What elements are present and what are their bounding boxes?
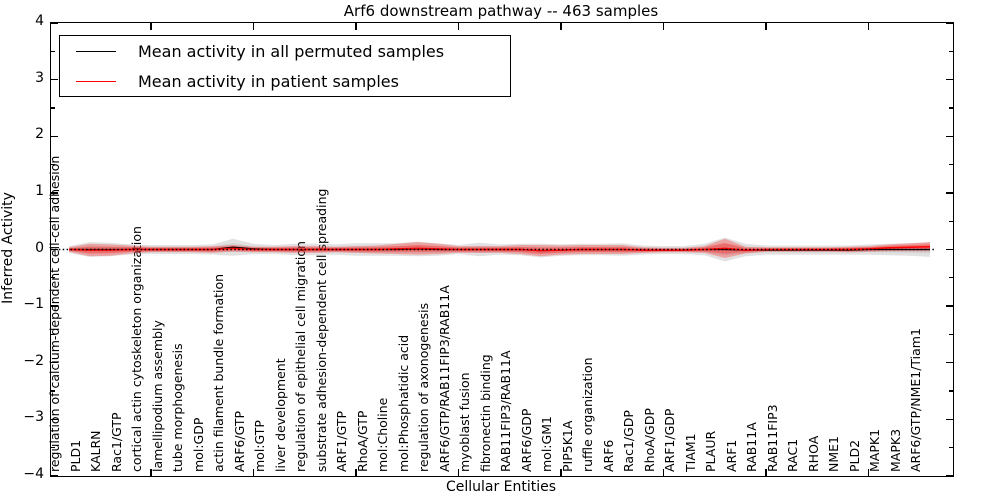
tick-mark xyxy=(949,164,953,166)
tick-mark xyxy=(51,192,58,194)
y-tick-label: −1 xyxy=(23,296,44,313)
tick-mark xyxy=(946,79,953,81)
chart-title: Arf6 downstream pathway -- 463 samples xyxy=(343,2,659,20)
tick-mark xyxy=(765,23,767,30)
tick-mark xyxy=(946,305,953,307)
tick-mark xyxy=(946,135,953,137)
legend-row-permuted: Mean activity in all permuted samples xyxy=(60,37,510,66)
x-axis-label: Cellular Entities xyxy=(445,479,557,495)
y-tick-label: 4 xyxy=(35,13,44,30)
tick-mark xyxy=(51,79,58,81)
tick-mark xyxy=(662,469,665,476)
tick-mark xyxy=(560,23,562,30)
tick-mark xyxy=(51,333,55,335)
tick-mark xyxy=(949,107,953,109)
tick-mark xyxy=(867,469,870,476)
activity-band-plot xyxy=(51,237,935,262)
tick-mark xyxy=(949,447,953,449)
legend: Mean activity in all permuted samples Me… xyxy=(59,35,511,97)
tick-mark xyxy=(51,164,55,166)
tick-mark xyxy=(946,418,953,420)
tick-mark xyxy=(949,277,953,279)
tick-mark xyxy=(150,469,152,476)
tick-mark xyxy=(51,305,58,307)
permuted-line-swatch xyxy=(76,51,116,52)
tick-mark xyxy=(662,23,665,30)
plot-area: regulation of calcium-dependent cell-cel… xyxy=(47,22,954,477)
tick-mark xyxy=(949,333,953,335)
tick-mark xyxy=(949,50,953,52)
tick-mark xyxy=(51,248,58,251)
tick-mark xyxy=(355,469,357,476)
tick-mark xyxy=(51,447,55,449)
tick-mark xyxy=(51,107,55,109)
tick-mark xyxy=(51,135,58,137)
legend-label-permuted: Mean activity in all permuted samples xyxy=(138,42,445,61)
tick-mark xyxy=(51,22,58,24)
tick-mark xyxy=(949,220,953,222)
tick-mark xyxy=(51,50,55,52)
legend-row-patient: Mean activity in patient samples xyxy=(60,67,510,96)
tick-mark xyxy=(51,418,58,420)
tick-mark xyxy=(765,469,767,476)
y-tick-label: −2 xyxy=(23,352,44,369)
patient-band-inner xyxy=(69,243,930,254)
tick-mark xyxy=(946,248,953,251)
tick-mark xyxy=(867,23,870,30)
legend-label-patient: Mean activity in patient samples xyxy=(138,72,399,91)
tick-mark xyxy=(946,475,953,477)
patient-line-swatch xyxy=(76,81,116,82)
y-tick-label: 3 xyxy=(35,69,44,86)
tick-mark xyxy=(51,277,55,279)
patient-band-outer xyxy=(69,238,930,258)
y-tick-label: −3 xyxy=(23,409,44,426)
tick-mark xyxy=(51,220,55,222)
y-tick-label: 1 xyxy=(35,182,44,199)
y-tick-label: 2 xyxy=(35,126,44,143)
tick-mark xyxy=(457,469,460,476)
tick-mark xyxy=(949,390,953,392)
tick-mark xyxy=(946,362,953,364)
tick-mark xyxy=(51,390,55,392)
tick-mark xyxy=(252,23,255,30)
tick-mark xyxy=(51,475,58,477)
tick-mark xyxy=(150,23,152,30)
y-tick-label: 0 xyxy=(35,239,44,256)
tick-mark xyxy=(946,192,953,194)
tick-mark xyxy=(457,23,460,30)
tick-mark xyxy=(946,22,953,24)
y-tick-label: −4 xyxy=(23,465,44,482)
tick-mark xyxy=(560,469,562,476)
tick-mark xyxy=(355,23,357,30)
tick-mark xyxy=(252,469,255,476)
tick-mark xyxy=(51,362,58,364)
